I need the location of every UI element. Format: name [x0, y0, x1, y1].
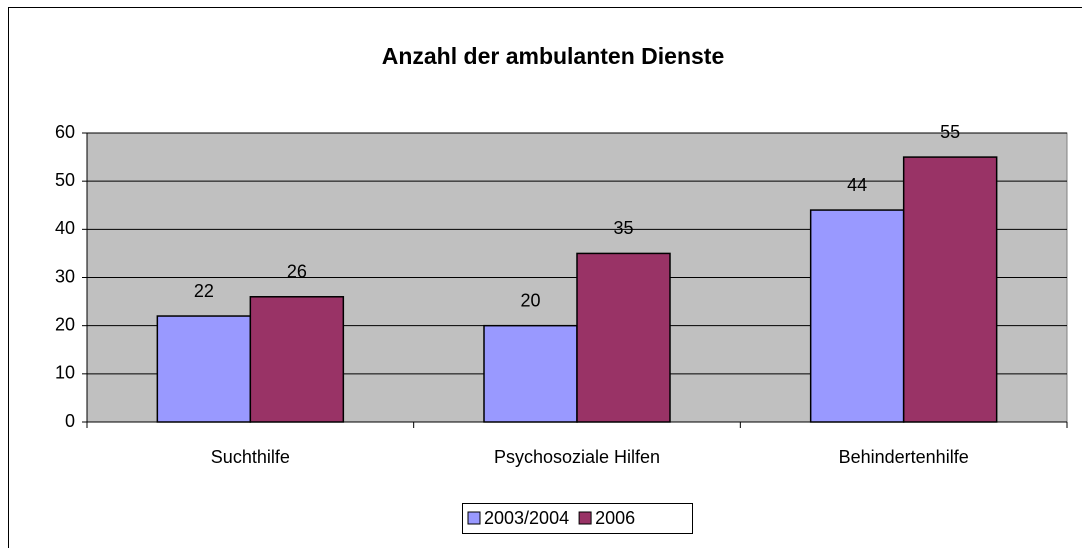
legend — [462, 503, 693, 534]
bar — [249, 296, 345, 423]
legend-label: 2003/2004 — [484, 508, 569, 528]
chart-title: Anzahl der ambulanten Dienste — [382, 43, 725, 69]
data-label: 22 — [194, 281, 214, 301]
legend-label: 2006 — [595, 508, 635, 528]
y-tick-label: 20 — [55, 314, 75, 334]
data-label: 35 — [613, 218, 633, 238]
x-tick-label: Psychosoziale Hilfen — [494, 447, 660, 467]
bar — [902, 156, 998, 423]
bar — [809, 209, 905, 423]
bar — [156, 315, 252, 423]
y-tick-label: 40 — [55, 218, 75, 238]
bar — [576, 252, 671, 423]
x-tick-label: Behindertenhilfe — [839, 447, 969, 467]
x-tick-label: Suchthilfe — [211, 447, 290, 467]
bar — [483, 324, 578, 423]
legend-swatch — [467, 511, 481, 525]
data-label: 55 — [940, 122, 960, 142]
y-tick-label: 30 — [55, 266, 75, 286]
y-tick-label: 60 — [55, 122, 75, 142]
y-tick-label: 10 — [55, 363, 75, 383]
y-tick-label: 0 — [65, 411, 75, 431]
y-tick-label: 50 — [55, 170, 75, 190]
data-label: 20 — [520, 290, 540, 310]
data-label: 44 — [847, 175, 867, 195]
legend-swatch — [578, 511, 592, 525]
data-label: 26 — [287, 262, 307, 282]
